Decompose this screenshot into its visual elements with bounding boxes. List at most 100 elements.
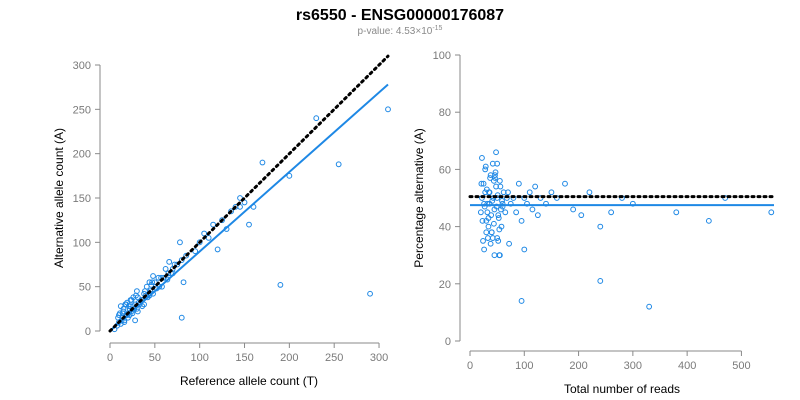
scatter-point bbox=[496, 252, 503, 259]
scatter-point bbox=[485, 235, 491, 241]
scatter-point bbox=[498, 206, 504, 213]
scatter-point bbox=[134, 294, 141, 301]
scatter-point bbox=[502, 209, 509, 216]
x-tick-label: 500 bbox=[732, 360, 750, 372]
scatter-point bbox=[492, 172, 498, 179]
scatter-point bbox=[480, 180, 487, 187]
scatter-point bbox=[134, 288, 140, 295]
scatter-point bbox=[496, 177, 503, 184]
y-tick-label: 150 bbox=[73, 193, 91, 205]
scatter-point bbox=[367, 290, 373, 297]
scatter-point bbox=[705, 217, 712, 224]
scatter-point bbox=[513, 209, 520, 216]
scatter-point bbox=[259, 159, 266, 166]
y-tick-label: 300 bbox=[73, 60, 91, 72]
x-tick-label: 50 bbox=[149, 352, 161, 364]
y-tick-label: 50 bbox=[79, 282, 91, 294]
x-tick-label: 100 bbox=[190, 352, 208, 364]
scatter-point bbox=[492, 175, 498, 181]
y-tick-label: 0 bbox=[85, 326, 91, 338]
scatter-point bbox=[492, 169, 499, 176]
scatter-point bbox=[481, 246, 488, 253]
scatter-point bbox=[177, 239, 183, 246]
scatter-point bbox=[479, 217, 486, 224]
scatter-point bbox=[183, 252, 190, 259]
y-tick-label: 80 bbox=[439, 107, 451, 119]
scatter-point bbox=[149, 279, 156, 286]
subtitle-exponent: -15 bbox=[432, 25, 442, 32]
y-tick-label: 20 bbox=[439, 279, 451, 291]
scatter-point bbox=[155, 274, 162, 281]
scatter-point bbox=[491, 252, 498, 259]
x-tick-label: 250 bbox=[325, 352, 343, 364]
scatter-point bbox=[162, 266, 169, 272]
fit-line bbox=[109, 83, 389, 332]
scatter-point bbox=[484, 209, 491, 216]
y-axis-label: Percentage alternative (A) bbox=[412, 128, 426, 267]
scatter-point bbox=[495, 212, 502, 219]
scatter-point bbox=[489, 197, 496, 204]
scatter-point bbox=[488, 229, 495, 236]
scatter-point bbox=[148, 281, 155, 288]
x-tick-label: 400 bbox=[678, 360, 696, 372]
scatter-point bbox=[139, 303, 146, 310]
x-tick-label: 200 bbox=[569, 360, 587, 372]
scatter-point bbox=[180, 279, 187, 286]
chart-title: rs6550 - ENSG00000176087 bbox=[296, 7, 504, 24]
scatter-point bbox=[164, 276, 171, 283]
scatter-point bbox=[578, 212, 585, 219]
subtitle-prefix: p-value: 4.53×10 bbox=[358, 26, 433, 37]
scatter-point bbox=[548, 189, 555, 196]
scatter-point bbox=[178, 314, 185, 321]
scatter-point bbox=[482, 163, 489, 170]
scatter-point bbox=[214, 246, 221, 253]
scatter-point bbox=[121, 319, 128, 326]
scatter-point bbox=[196, 239, 203, 246]
scatter-point bbox=[228, 208, 234, 215]
scatter-point bbox=[532, 183, 539, 190]
scatter-point bbox=[518, 217, 525, 224]
scatter-point bbox=[529, 206, 536, 213]
scatter-point bbox=[493, 149, 499, 156]
scatter-point bbox=[478, 180, 485, 187]
scatter-point bbox=[497, 183, 504, 190]
x-axis-label: Total number of reads bbox=[564, 382, 680, 396]
scatter-point bbox=[494, 235, 501, 241]
panel-percentage-alternative: 0 20 40 60 80 100 0 100 200 300 400 500 Total number… bbox=[412, 50, 776, 396]
scatter-point bbox=[515, 180, 522, 187]
scatter-point bbox=[483, 229, 490, 236]
scatter-point bbox=[562, 180, 568, 187]
x-tick-label: 300 bbox=[370, 352, 388, 364]
scatter-point bbox=[132, 317, 139, 324]
y-tick-label: 60 bbox=[439, 164, 451, 176]
scatter-point bbox=[277, 281, 284, 288]
scatter-point bbox=[178, 257, 185, 263]
scatter-point bbox=[488, 212, 495, 219]
scatter-point bbox=[518, 298, 525, 304]
reference-line bbox=[108, 54, 390, 333]
scatter-point bbox=[570, 206, 577, 213]
x-tick-label: 100 bbox=[515, 360, 533, 372]
scatter-point bbox=[482, 166, 489, 173]
scatter-point bbox=[166, 258, 173, 265]
scatter-point bbox=[506, 240, 512, 247]
scatter-point bbox=[210, 221, 217, 228]
scatter-point bbox=[494, 160, 501, 167]
y-tick-label: 250 bbox=[73, 104, 91, 116]
scatter-point bbox=[219, 217, 225, 224]
y-tick-label: 40 bbox=[439, 222, 451, 234]
x-tick-label: 300 bbox=[624, 360, 642, 372]
y-tick-label: 0 bbox=[445, 336, 451, 348]
scatter-point bbox=[201, 230, 208, 237]
scatter-point bbox=[246, 221, 252, 228]
scatter-point bbox=[597, 223, 604, 230]
scatter-point bbox=[117, 303, 124, 310]
scatter-point bbox=[534, 212, 541, 219]
y-tick-label: 100 bbox=[433, 50, 451, 62]
scatter-point bbox=[385, 106, 391, 113]
scatter-point bbox=[673, 209, 680, 216]
scatter-point bbox=[485, 223, 492, 230]
x-tick-label: 0 bbox=[467, 360, 473, 372]
scatter-point bbox=[174, 261, 181, 268]
